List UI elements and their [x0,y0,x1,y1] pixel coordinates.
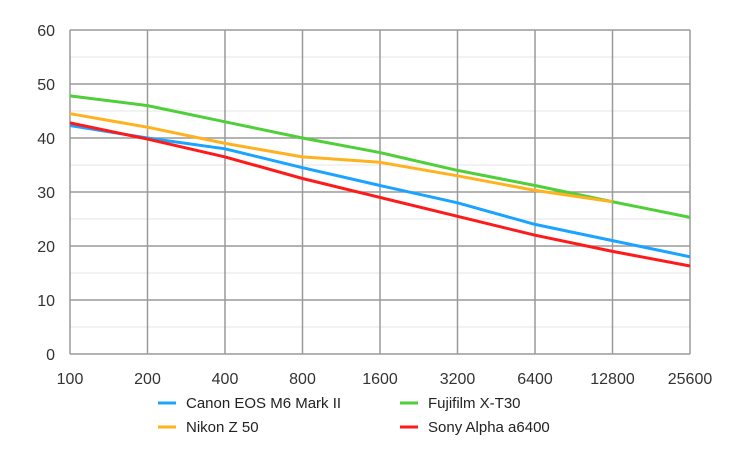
x-tick-label: 3200 [440,371,476,388]
x-tick-label: 100 [57,371,84,388]
x-tick-label: 12800 [590,371,635,388]
x-tick-label: 800 [289,371,316,388]
y-tick-label: 50 [37,77,55,94]
y-tick-label: 10 [37,293,55,310]
series-line-fujifilm-x-t30 [69,94,691,219]
legend-label: Nikon Z 50 [186,419,259,436]
x-tick-label: 6400 [517,371,553,388]
x-tick-label: 200 [134,371,161,388]
legend-label: Sony Alpha a6400 [428,419,550,436]
y-tick-label: 20 [37,239,55,256]
legend-label: Canon EOS M6 Mark II [186,395,341,412]
y-tick-label: 0 [46,347,55,364]
x-tick-label: 400 [212,371,239,388]
legend-label: Fujifilm X-T30 [428,395,521,412]
y-tick-label: 30 [37,185,55,202]
series-line-sony-alpha-a6400 [69,121,691,268]
series-line-canon-eos-m6-mark-ii [69,124,691,259]
y-tick-label: 40 [37,131,55,148]
x-tick-label: 1600 [362,371,398,388]
x-tick-label: 25600 [668,371,713,388]
y-tick-label: 60 [37,23,55,40]
series-line-nikon-z-50 [69,112,613,204]
